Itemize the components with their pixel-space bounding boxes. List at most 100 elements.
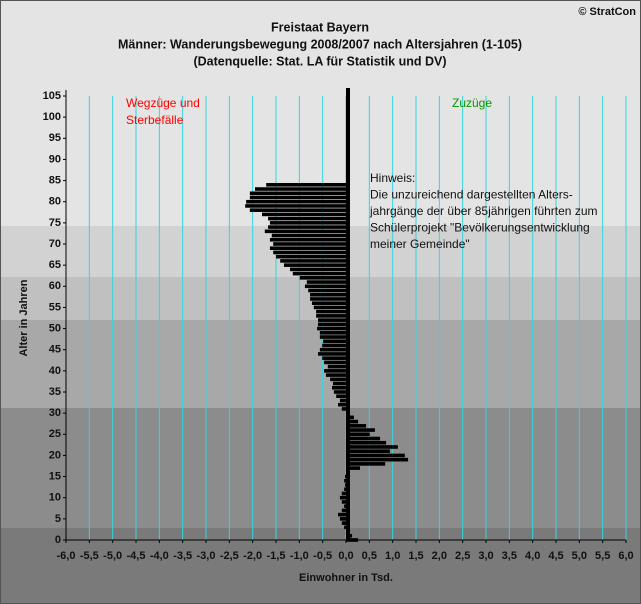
x-tick-label: 0,5 [362,550,377,562]
x-tick-label: 3,5 [502,550,517,562]
note-line: Die unzureichend dargestellten Alters- [370,188,573,202]
bar [317,326,346,331]
bar [269,237,346,242]
y-tick-label: 0 [55,534,61,546]
bar [316,314,346,318]
bar [346,453,405,458]
bar [316,309,346,314]
bar [264,229,346,234]
title: Freistaat Bayern [271,20,369,34]
bar [344,504,346,508]
band [0,528,641,604]
bar [346,436,381,441]
band [0,408,641,528]
bar [273,250,346,255]
y-tick-label: 5 [55,513,61,525]
bar [299,276,346,280]
note: Hinweis: Die unzureichend dargestellten A… [369,171,597,251]
bar [308,288,346,293]
title: (Datenquelle: Stat. LA für Statistik und… [193,54,446,68]
x-tick-label: -5,5 [80,550,99,562]
bar [338,512,346,517]
bar [341,508,346,513]
y-tick-label: 105 [43,90,61,102]
bar [262,212,346,217]
y-axis-label: Alter in Jahren [18,279,30,356]
y-tick-label: 95 [49,132,61,144]
bar [346,462,386,466]
bar [339,398,346,403]
bar [336,394,346,399]
bar [323,339,346,344]
x-tick-label: -0,5 [313,550,332,562]
x-tick-label: -5,0 [103,550,122,562]
zero-axis [346,88,350,541]
bar [346,457,409,462]
x-tick-label: 1,5 [408,550,423,562]
y-tick-label: 50 [49,322,61,334]
x-tick-label: -2,5 [220,550,239,562]
bar [311,301,346,305]
y-tick-label: 55 [49,301,61,313]
bar [341,407,346,411]
y-tick-label: 25 [49,428,61,440]
x-tick-label: 3,0 [478,550,493,562]
x-tick-label: -1,0 [290,550,309,562]
x-tick-label: -3,0 [197,550,216,562]
bar [318,318,346,322]
bar [341,521,346,525]
x-tick-label: -2,0 [243,550,262,562]
bar [333,390,346,394]
y-tick-label: 20 [49,449,61,461]
bar [345,474,346,479]
bar [249,208,346,212]
bar [322,356,346,360]
bar [324,369,346,373]
bar [290,267,346,272]
copyright: © StratCon [578,6,636,18]
bar [280,259,346,263]
note-line: jahrgänge der über 85jährigen führten zu… [369,204,597,218]
bar [332,385,346,390]
bar [249,191,346,196]
y-tick-label: 60 [49,280,61,292]
bar [339,495,346,500]
x-tick-label: 0,0 [338,550,353,562]
bar [246,199,346,204]
bar [304,284,346,289]
bar [266,183,346,187]
bar [341,500,346,504]
bar [330,377,346,382]
bar [344,525,346,530]
x-tick-label: -4,5 [127,550,146,562]
bar [273,242,346,246]
bar [339,517,346,521]
bar [346,466,360,470]
y-tick-label: 100 [43,111,61,123]
x-tick-label: -6,0 [57,550,76,562]
bar [318,352,346,356]
bar [346,538,359,542]
bar [269,221,346,225]
bar [268,225,346,229]
bar [345,483,346,487]
x-tick-label: -4,0 [150,550,169,562]
y-tick-label: 75 [49,217,61,229]
bar [327,364,346,369]
note-line: meiner Gemeinde" [370,237,470,251]
bar [332,381,346,386]
note-line: Hinweis: [370,171,415,185]
y-tick-label: 80 [49,196,61,208]
bar [249,195,346,200]
left-label: Sterbefälle [126,113,184,127]
y-tick-label: 85 [49,174,61,186]
y-tick-label: 45 [49,344,61,356]
band [0,320,641,408]
x-tick-label: 2,0 [432,550,447,562]
y-tick-label: 70 [49,238,61,250]
bar [344,479,346,483]
y-tick-label: 65 [49,259,61,271]
bar [271,233,346,238]
bar [324,360,346,365]
